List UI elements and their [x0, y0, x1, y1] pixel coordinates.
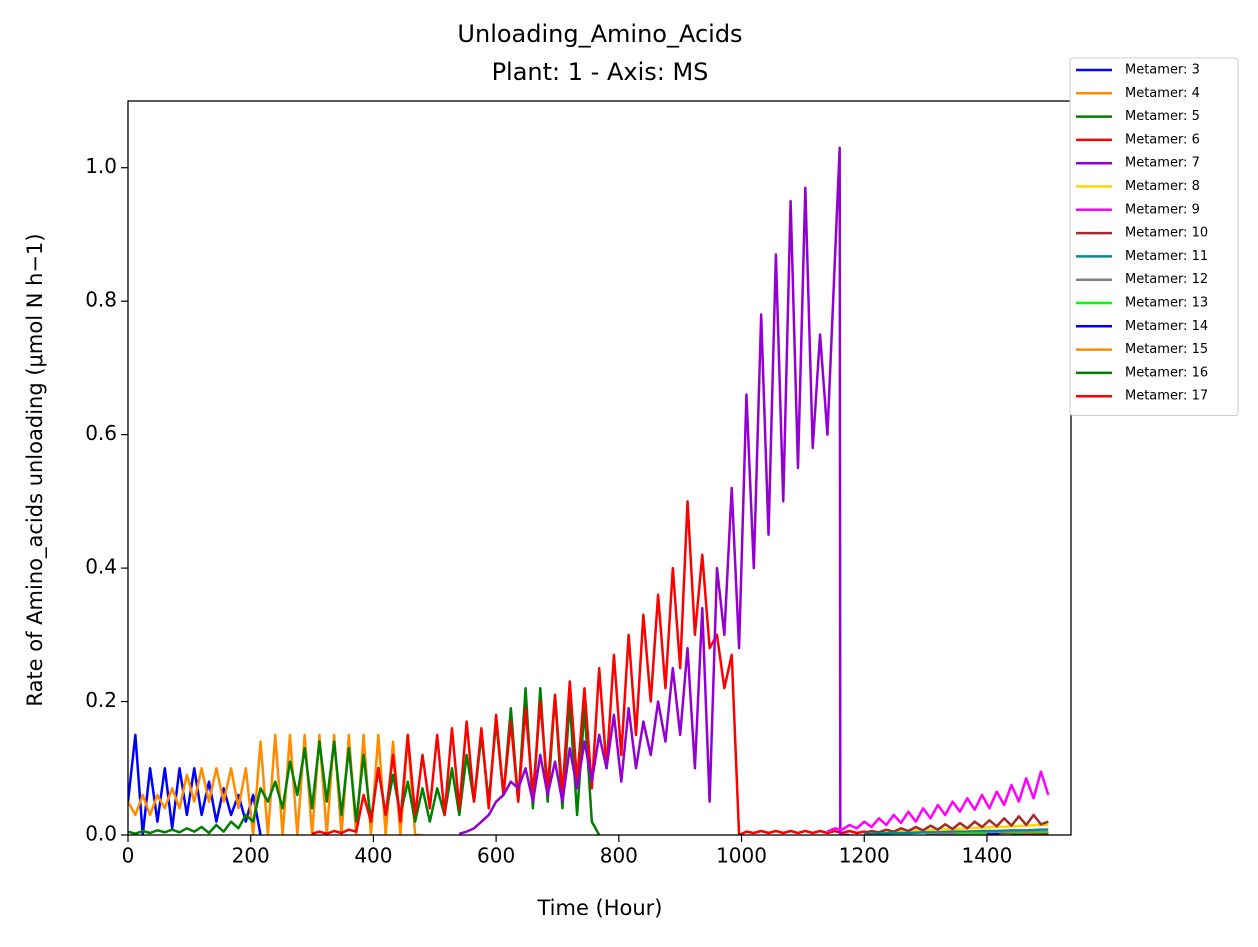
legend-label: Metamer: 11 — [1125, 249, 1208, 264]
legend-label: Metamer: 7 — [1125, 156, 1200, 171]
legend-label: Metamer: 10 — [1125, 226, 1208, 241]
legend-label: Metamer: 16 — [1125, 365, 1208, 380]
y-tick-label: 0.2 — [85, 688, 117, 712]
legend-label: Metamer: 4 — [1125, 86, 1200, 101]
x-tick-label: 800 — [600, 844, 638, 868]
chart-title: Unloading_Amino_Acids — [457, 20, 742, 48]
legend-label: Metamer: 6 — [1125, 132, 1200, 147]
plot-frame — [127, 100, 1072, 836]
legend-label: Metamer: 9 — [1125, 202, 1200, 217]
series-line — [128, 733, 262, 835]
y-tick-label: 0.4 — [85, 555, 117, 579]
legend-label: Metamer: 12 — [1125, 272, 1208, 287]
y-tick-label: 0.0 — [85, 822, 117, 846]
y-axis-label: Rate of Amino_acids unloading (μmol N h−… — [23, 233, 48, 706]
legend-label: Metamer: 15 — [1125, 342, 1208, 357]
x-tick-label: 1200 — [839, 844, 890, 868]
series-line — [826, 770, 1050, 833]
legend-label: Metamer: 3 — [1125, 63, 1200, 78]
legend-label: Metamer: 14 — [1125, 319, 1208, 334]
legend-label: Metamer: 8 — [1125, 179, 1200, 194]
chart-subtitle: Plant: 1 - Axis: MS — [492, 58, 709, 86]
legend-label: Metamer: 17 — [1125, 389, 1208, 404]
x-tick-label: 1000 — [716, 844, 767, 868]
y-tick-label: 1.0 — [85, 154, 117, 178]
y-tick-label: 0.6 — [85, 421, 117, 445]
x-tick-label: 600 — [477, 844, 515, 868]
legend-label: Metamer: 5 — [1125, 109, 1200, 124]
legend-label: Metamer: 13 — [1125, 296, 1208, 311]
series-line — [458, 146, 850, 835]
x-tick-label: 200 — [232, 844, 270, 868]
series-line — [863, 813, 1049, 835]
series-line — [311, 500, 872, 835]
x-axis-label: Time (Hour) — [536, 896, 662, 920]
x-tick-label: 0 — [122, 844, 135, 868]
y-tick-label: 0.8 — [85, 288, 117, 312]
series-line — [925, 831, 1049, 835]
x-tick-label: 1400 — [961, 844, 1012, 868]
series-line — [128, 686, 601, 835]
series-line — [864, 828, 1049, 835]
x-tick-label: 400 — [354, 844, 392, 868]
